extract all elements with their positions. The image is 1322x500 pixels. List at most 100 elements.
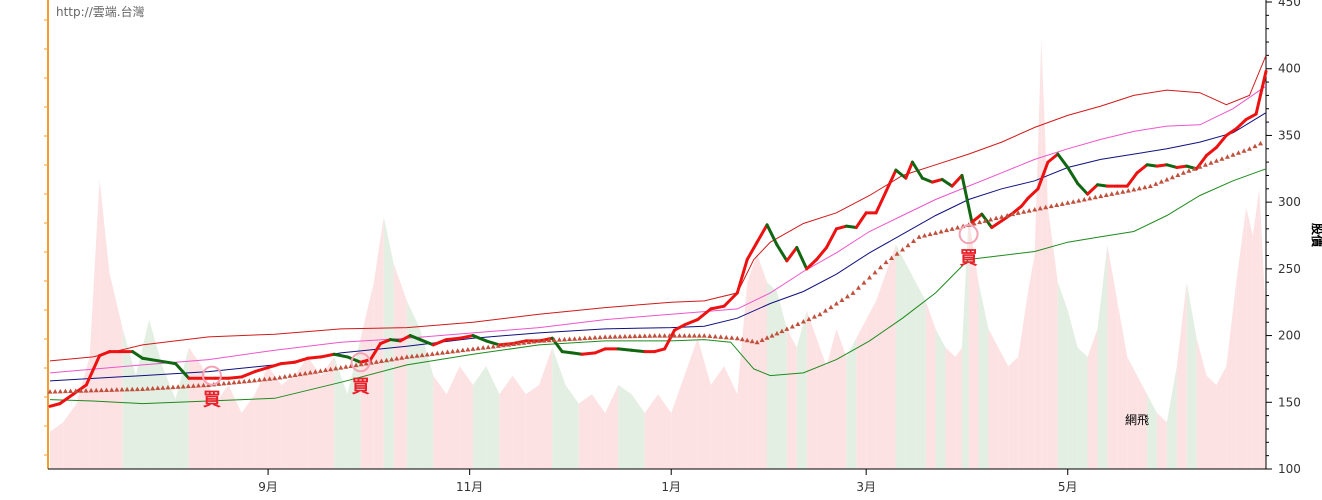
volume-segment [1077,347,1088,469]
trailing-stop-marker [759,337,765,343]
price-segment [1000,212,1014,223]
trailing-stop-marker [546,337,552,343]
volume-segment [459,366,473,469]
volume-segment [644,394,658,469]
trailing-stop-marker [52,388,58,394]
trailing-stop-marker [647,333,653,338]
price-segment [755,223,769,244]
trailing-stop-marker [1175,172,1181,178]
volume-segment [1097,244,1108,469]
volume-segment [846,338,857,469]
price-segment [884,168,898,193]
trailing-stop-marker [883,259,889,265]
volume-segment [472,366,487,469]
price-segment [445,336,462,342]
trailing-stop-marker [1021,209,1027,214]
trailing-stop-marker [905,242,911,248]
price-segment [560,350,574,355]
volume-segment [420,328,434,469]
price-segment [293,356,310,364]
volume-segment [962,216,969,469]
trailing-stop-marker [1043,204,1049,210]
volume-segment [1166,366,1177,469]
watermark: http://雲端.台灣 [56,5,145,19]
trailing-stop-marker [944,227,950,233]
price-segment [960,173,974,224]
trailing-stop-marker [712,333,718,339]
volume-segment [856,319,867,469]
price-segment [266,362,283,370]
trailing-stop-marker [495,343,501,348]
trailing-stop-marker [982,218,988,223]
price-segment [418,338,435,347]
volume-segment [836,328,847,469]
price-segment [279,360,297,366]
price-segment [930,177,944,184]
trailing-stop-marker [57,388,63,394]
price-segment [306,355,323,360]
trailing-stop-marker [779,328,785,334]
trailing-stop-marker [511,341,517,346]
volume-segment [747,254,758,469]
trailing-stop-marker [734,335,740,341]
volume-segment [1186,282,1197,469]
price-segment [98,350,111,358]
volume-segment [925,300,936,469]
trailing-stop-marker [333,365,339,371]
volume-segment [776,291,787,469]
trailing-stop-marker [262,376,268,382]
volume-segment [1226,282,1237,469]
price-segment [345,355,363,364]
trailing-stop-marker [1103,192,1109,198]
trailing-stop-marker [119,387,125,392]
trailing-stop-marker [754,339,760,345]
price-segment [775,243,789,263]
trailing-stop-marker [201,382,207,388]
price-segment [630,348,647,354]
price-segment [593,347,607,355]
trailing-stop-marker [707,333,713,339]
trailing-stop-marker [343,364,349,369]
trailing-stop-marker [833,301,839,306]
trailing-stop-marker [78,388,84,393]
trailing-stop-marker [450,348,456,354]
trailing-stop-marker [723,334,729,340]
trailing-stop-marker [312,369,318,374]
volume-segment [1067,310,1078,469]
price-segment [332,352,349,359]
trailing-stop-marker [1004,212,1010,218]
trailing-stop-marker [373,359,379,364]
trailing-stop-marker [399,355,405,360]
trailing-stop-marker [850,290,856,295]
price-segment [408,334,422,342]
trailing-stop-marker [764,335,770,340]
trailing-stop-marker [1191,166,1197,171]
volume-segment [109,272,123,469]
volume-segment [724,366,738,469]
trailing-stop-marker [155,385,161,391]
trailing-stop-marker [221,380,227,386]
trailing-stop-marker [789,323,795,329]
buy-signal-label: 買 [960,248,978,269]
trailing-stop-marker [68,388,74,394]
trailing-stop-marker [922,233,928,238]
trailing-stop-marker [681,333,687,338]
volume-segment [525,384,540,469]
trailing-stop-marker [1010,211,1016,217]
trailing-stop-marker [844,293,850,299]
volume-segment [826,328,837,469]
trailing-stop-marker [378,358,384,364]
trailing-stop-marker [592,335,598,340]
price-segment [580,351,597,356]
trailing-stop-marker [676,333,682,338]
price-segment [240,370,257,379]
price-segment [1195,153,1209,171]
trailing-stop-marker [971,220,977,226]
volume-segment [658,394,672,469]
price-segment [484,339,501,347]
trailing-stop-marker [667,333,673,338]
trailing-stop-marker [855,285,861,290]
trailing-stop-marker [246,378,252,383]
volume-segment [915,282,926,469]
trailing-stop-marker [394,356,400,361]
